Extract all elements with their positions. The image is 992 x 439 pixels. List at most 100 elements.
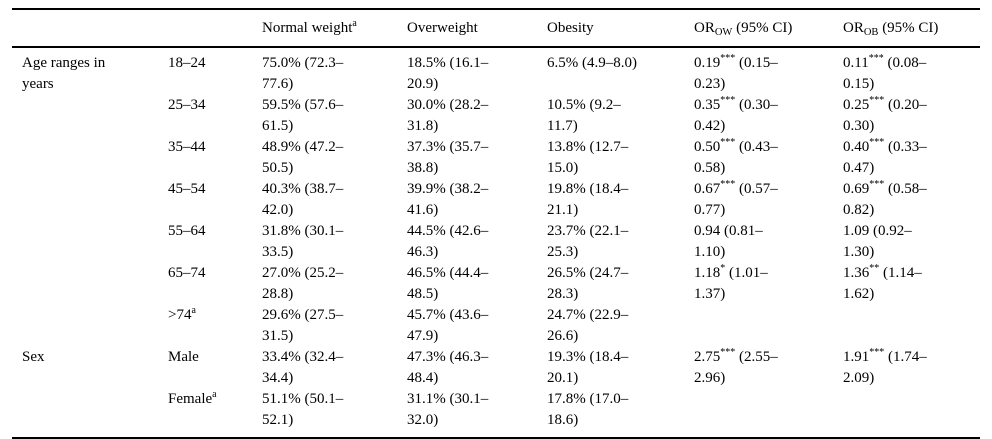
- header-or-ow: OROW (95% CI): [694, 9, 843, 48]
- or-ow-cell: 0.67*** (0.57– 0.77): [694, 179, 778, 219]
- or-ow-cell: 0.50*** (0.43– 0.58): [694, 137, 778, 177]
- header-row: Normal weighta Overweight Obesity OROW (…: [12, 9, 980, 48]
- header-normal-weight-label: Normal weight: [262, 20, 353, 36]
- significance-stars: ***: [869, 347, 885, 358]
- table-row-25-34: 25–34 59.5% (57.6– 61.5) 30.0% (28.2– 31…: [12, 95, 980, 137]
- obesity-cell: 24.7% (22.9– 26.6): [547, 307, 629, 344]
- or-ob-cell: [843, 389, 980, 438]
- normal-weight-cell: 33.4% (32.4– 34.4): [262, 349, 344, 386]
- or-ow-cell: 0.19*** (0.15– 0.23): [694, 53, 778, 93]
- table-row-55-64: 55–64 31.8% (30.1– 33.5) 44.5% (42.6– 46…: [12, 221, 980, 263]
- overweight-cell: 31.1% (30.1– 32.0): [407, 391, 489, 428]
- category-cell: Femalea: [168, 389, 217, 408]
- table-row-18-24: Age ranges in years 18–24 75.0% (72.3– 7…: [12, 47, 980, 95]
- table-row-65-74: 65–74 27.0% (25.2– 28.8) 46.5% (44.4– 48…: [12, 263, 980, 305]
- header-or-ob: OROB (95% CI): [843, 9, 980, 48]
- group-cell: [12, 95, 168, 137]
- group-cell: Sex: [22, 349, 45, 365]
- obesity-cell: 10.5% (9.2– 11.7): [547, 97, 621, 134]
- significance-stars: ***: [720, 53, 736, 64]
- table-row-female: Femalea 51.1% (50.1– 52.1) 31.1% (30.1– …: [12, 389, 980, 438]
- or-ow-cell: 1.18* (1.01– 1.37): [694, 263, 768, 303]
- or-ow-cell: 2.75*** (2.55– 2.96): [694, 347, 778, 387]
- header-obesity: Obesity: [547, 9, 694, 48]
- or-ob-cell: 0.40*** (0.33– 0.47): [843, 137, 927, 177]
- header-category-blank: [168, 9, 262, 48]
- or-ob-cell: 0.11*** (0.08– 0.15): [843, 53, 927, 93]
- subscript-ob: OB: [863, 27, 879, 38]
- footnote-a-marker: a: [352, 18, 357, 29]
- table-row-over-74: >74a 29.6% (27.5– 31.5) 45.7% (43.6– 47.…: [12, 305, 980, 347]
- overweight-cell: 18.5% (16.1– 20.9): [407, 55, 489, 92]
- normal-weight-cell: 29.6% (27.5– 31.5): [262, 307, 344, 344]
- or-ow-cell: 0.94 (0.81– 1.10): [694, 223, 763, 260]
- obesity-cell: 13.8% (12.7– 15.0): [547, 139, 629, 176]
- group-cell: [12, 179, 168, 221]
- or-ob-cell: 1.36** (1.14– 1.62): [843, 263, 922, 303]
- table-row-35-44: 35–44 48.9% (47.2– 50.5) 37.3% (35.7– 38…: [12, 137, 980, 179]
- footnote-a-marker: a: [212, 389, 217, 400]
- obesity-cell: 26.5% (24.7– 28.3): [547, 265, 629, 302]
- normal-weight-cell: 31.8% (30.1– 33.5): [262, 223, 344, 260]
- obesity-cell: 17.8% (17.0– 18.6): [547, 391, 629, 428]
- or-ob-cell: 1.91*** (1.74– 2.09): [843, 347, 927, 387]
- category-cell: 25–34: [168, 97, 206, 113]
- significance-stars: ***: [720, 137, 736, 148]
- header-overweight: Overweight: [407, 9, 547, 48]
- category-cell: >74a: [168, 305, 196, 324]
- overweight-cell: 45.7% (43.6– 47.9): [407, 307, 489, 344]
- table-row-male: Sex Male 33.4% (32.4– 34.4) 47.3% (46.3–…: [12, 347, 980, 389]
- or-ow-cell: 0.35*** (0.30– 0.42): [694, 95, 778, 135]
- table-row-45-54: 45–54 40.3% (38.7– 42.0) 39.9% (38.2– 41…: [12, 179, 980, 221]
- or-ob-cell: 1.09 (0.92– 1.30): [843, 223, 912, 260]
- significance-stars: ***: [869, 179, 885, 190]
- overweight-cell: 30.0% (28.2– 31.8): [407, 97, 489, 134]
- group-cell: [12, 263, 168, 305]
- header-group-blank: [12, 9, 168, 48]
- normal-weight-cell: 59.5% (57.6– 61.5): [262, 97, 344, 134]
- category-cell: 55–64: [168, 223, 206, 239]
- normal-weight-cell: 27.0% (25.2– 28.8): [262, 265, 344, 302]
- group-cell: [12, 221, 168, 263]
- or-ow-cell: [694, 389, 843, 438]
- subscript-ow: OW: [714, 27, 733, 38]
- significance-stars: **: [869, 263, 880, 274]
- paper-table-container: Normal weighta Overweight Obesity OROW (…: [12, 8, 980, 439]
- or-ob-cell: [843, 305, 980, 347]
- group-cell: Age ranges in years: [22, 55, 106, 92]
- or-ow-cell: [694, 305, 843, 347]
- normal-weight-cell: 75.0% (72.3– 77.6): [262, 55, 344, 92]
- overweight-cell: 46.5% (44.4– 48.5): [407, 265, 489, 302]
- obesity-cell: 19.3% (18.4– 20.1): [547, 349, 629, 386]
- group-cell: [12, 137, 168, 179]
- significance-stars: ***: [869, 95, 885, 106]
- overweight-cell: 47.3% (46.3– 48.4): [407, 349, 489, 386]
- significance-stars: ***: [720, 95, 736, 106]
- obesity-cell: 23.7% (22.1– 25.3): [547, 223, 629, 260]
- overweight-cell: 37.3% (35.7– 38.8): [407, 139, 489, 176]
- category-cell: 65–74: [168, 265, 206, 281]
- category-cell: Male: [168, 349, 199, 365]
- group-cell: [12, 305, 168, 347]
- normal-weight-cell: 51.1% (50.1– 52.1): [262, 391, 344, 428]
- group-cell: [12, 389, 168, 438]
- normal-weight-cell: 40.3% (38.7– 42.0): [262, 181, 344, 218]
- header-normal-weight: Normal weighta: [262, 9, 407, 48]
- table-header: Normal weighta Overweight Obesity OROW (…: [12, 9, 980, 48]
- category-cell: 18–24: [168, 55, 206, 71]
- obesity-cell: 6.5% (4.9–8.0): [547, 55, 637, 71]
- normal-weight-cell: 48.9% (47.2– 50.5): [262, 139, 344, 176]
- significance-stars: *: [720, 263, 726, 274]
- significance-stars: ***: [868, 53, 884, 64]
- footnote-a-marker: a: [191, 305, 196, 316]
- significance-stars: ***: [720, 179, 736, 190]
- category-cell: 45–54: [168, 181, 206, 197]
- significance-stars: ***: [869, 137, 885, 148]
- or-ob-cell: 0.25*** (0.20– 0.30): [843, 95, 927, 135]
- category-cell: 35–44: [168, 139, 206, 155]
- weight-status-odds-ratio-table: Normal weighta Overweight Obesity OROW (…: [12, 8, 980, 439]
- significance-stars: ***: [720, 347, 736, 358]
- overweight-cell: 39.9% (38.2– 41.6): [407, 181, 489, 218]
- obesity-cell: 19.8% (18.4– 21.1): [547, 181, 629, 218]
- overweight-cell: 44.5% (42.6– 46.3): [407, 223, 489, 260]
